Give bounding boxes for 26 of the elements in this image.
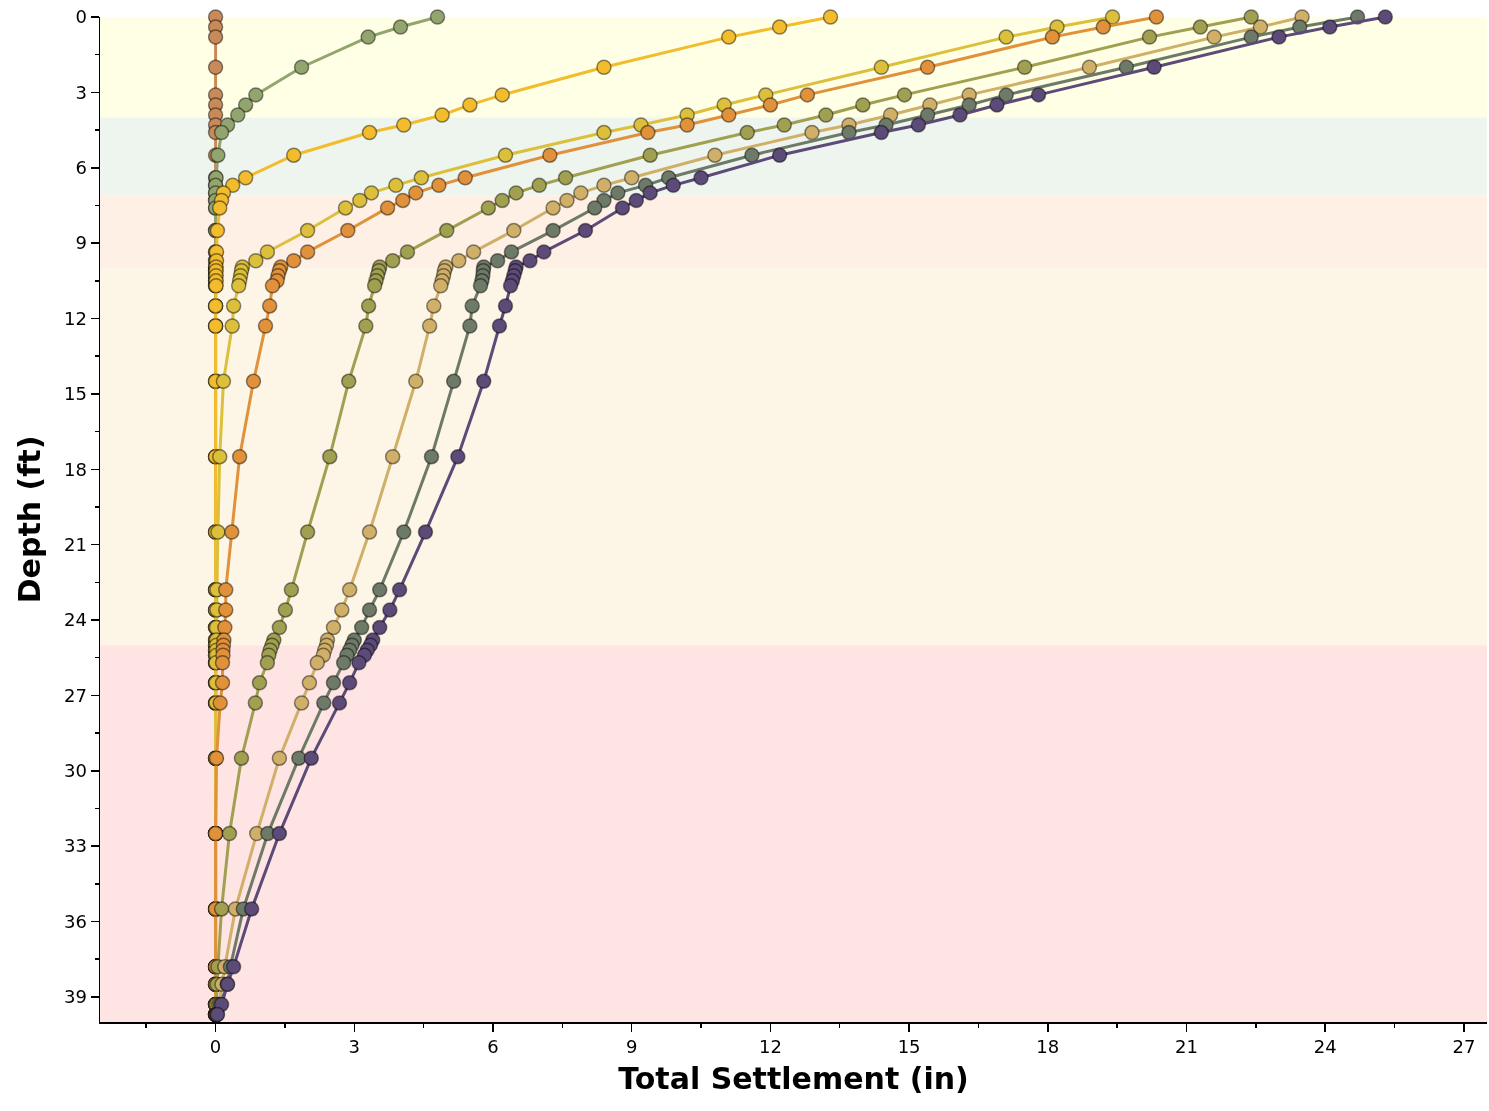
x-tick-label: 27 bbox=[1452, 1036, 1476, 1058]
y-tick-label: 33 bbox=[63, 835, 87, 857]
x-tick-label: 21 bbox=[1175, 1036, 1198, 1058]
x-tick-label: 9 bbox=[625, 1036, 638, 1058]
y-tick-label: 21 bbox=[63, 533, 87, 555]
y-tick-label: 6 bbox=[75, 157, 87, 179]
y-tick-label: 24 bbox=[63, 609, 87, 631]
y-tick-label: 30 bbox=[63, 760, 87, 782]
x-tick-label: 12 bbox=[758, 1036, 782, 1058]
x-tick-label: 3 bbox=[348, 1036, 361, 1058]
x-tick-label: 0 bbox=[209, 1036, 222, 1058]
y-tick-label: 27 bbox=[63, 684, 87, 706]
y-tick-label: 36 bbox=[63, 910, 87, 932]
y-tick-label: 15 bbox=[63, 383, 87, 405]
x-tick-label: 24 bbox=[1313, 1036, 1337, 1058]
x-tick-label: 15 bbox=[897, 1036, 921, 1058]
y-tick-label: 12 bbox=[63, 307, 87, 329]
y-tick-label: 39 bbox=[63, 986, 87, 1008]
x-tick-label: 6 bbox=[487, 1036, 499, 1058]
y-tick-label: 0 bbox=[75, 6, 87, 28]
x-tick-label: 18 bbox=[1036, 1036, 1060, 1058]
y-tick-label: 3 bbox=[75, 81, 87, 103]
y-tick-label: 9 bbox=[75, 232, 87, 254]
x-axis-title: Total Settlement (in) bbox=[618, 1061, 969, 1097]
y-tick-label: 18 bbox=[63, 458, 87, 480]
y-axis-title: Depth (ft) bbox=[12, 435, 48, 604]
